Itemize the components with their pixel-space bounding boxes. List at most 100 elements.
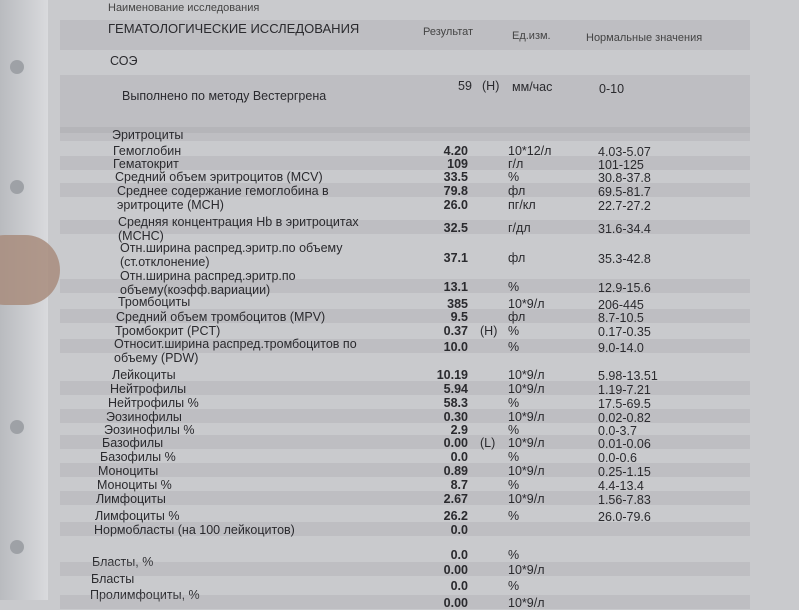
finger (0, 235, 60, 305)
row-unit: 10*9/л (508, 368, 545, 382)
row-band (60, 491, 750, 505)
row-name-continued: (MCHC) (118, 229, 164, 243)
row-unit: пг/кл (508, 198, 536, 212)
row-name: Базофилы % (100, 450, 176, 464)
soe-flag: (H) (482, 79, 500, 93)
row-result: 0.37 (443, 324, 468, 338)
row-result: 26.2 (443, 509, 468, 523)
row-unit: фл (508, 251, 526, 265)
row-normal: 0.25-1.15 (598, 465, 651, 479)
row-result: 0.0 (450, 579, 468, 593)
row-name: Бласты, % (92, 555, 154, 569)
soe-title: СОЭ (110, 54, 138, 68)
row-unit: % (508, 170, 520, 184)
row-name-continued: объему (PDW) (114, 351, 199, 365)
soe-normal: 0-10 (599, 82, 625, 96)
row-result: 10.19 (436, 368, 468, 382)
row-result: 109 (447, 157, 468, 171)
row-result: 37.1 (443, 251, 468, 265)
row-normal: 4.4-13.4 (598, 479, 644, 493)
row-name: Тромбоциты (118, 295, 191, 309)
row-name: Средняя концентрация Hb в эритроцитах (118, 215, 359, 229)
row-result: 2.9 (450, 423, 468, 437)
row-name-continued: объему(коэфф.вариации) (120, 283, 271, 297)
row-name: Средний объем эритроцитов (MCV) (115, 170, 323, 184)
soe-result: 59 (458, 79, 472, 93)
row-normal: 206-445 (598, 298, 644, 312)
row-normal: 1.56-7.83 (598, 493, 651, 507)
row-result: 13.1 (443, 280, 468, 294)
row-result: 33.5 (443, 170, 468, 184)
row-normal: 0.0-3.7 (598, 424, 637, 438)
row-unit: 10*12/л (508, 144, 552, 158)
row-result: 2.67 (443, 492, 468, 506)
row-unit: г/дл (508, 221, 531, 235)
row-normal: 1.19-7.21 (598, 383, 651, 397)
row-name: Пролимфоциты, % (90, 588, 200, 602)
punch-hole (10, 420, 24, 434)
row-normal: 31.6-34.4 (598, 222, 651, 236)
row-result: 10.0 (443, 340, 468, 354)
row-name: Относит.ширина распред.тромбоцитов по (114, 337, 357, 351)
row-band (60, 463, 750, 477)
column-header-normal: Нормальные значения (586, 32, 703, 44)
row-result: 0.89 (443, 464, 468, 478)
row-name: Моноциты (98, 464, 159, 478)
row-unit: % (508, 280, 520, 294)
row-normal: 0.0-0.6 (598, 451, 637, 465)
row-normal: 35.3-42.8 (598, 252, 651, 266)
row-name: Отн.ширина распред.эритр.по (120, 269, 296, 283)
row-normal: 0.17-0.35 (598, 325, 651, 339)
row-band (60, 156, 750, 170)
row-unit: % (508, 324, 520, 338)
row-unit: % (508, 450, 520, 464)
row-unit: фл (508, 310, 526, 324)
row-band (60, 183, 750, 197)
row-name: Базофилы (102, 436, 164, 450)
row-name: Лейкоциты (112, 368, 176, 382)
row-band (60, 279, 750, 293)
row-result: 32.5 (443, 221, 468, 235)
row-name: Отн.ширина распред.эритр.по объему (120, 241, 343, 255)
row-normal: 26.0-79.6 (598, 510, 651, 524)
row-band (60, 562, 750, 576)
row-unit: 10*9/л (508, 297, 545, 311)
row-normal: 101-125 (598, 158, 644, 172)
row-band (60, 409, 750, 423)
column-header-name: Наименование исследования (108, 2, 260, 14)
row-unit: 10*9/л (508, 563, 545, 577)
row-normal: 17.5-69.5 (598, 397, 651, 411)
row-band (60, 522, 750, 536)
row-name: Среднее содержание гемоглобина в (117, 184, 329, 198)
row-name: Лимфоциты % (95, 509, 180, 523)
row-result: 0.00 (443, 436, 468, 450)
row-normal: 22.7-27.2 (598, 199, 651, 213)
row-result: 0.0 (450, 548, 468, 562)
row-unit: 10*9/л (508, 492, 545, 506)
row-name: Лимфоциты (96, 492, 166, 506)
row-normal: 0.02-0.82 (598, 411, 651, 425)
punch-hole (10, 540, 24, 554)
row-unit: 10*9/л (508, 596, 545, 610)
row-flag: (L) (480, 436, 496, 450)
row-normal: 69.5-81.7 (598, 185, 651, 199)
row-name: Тромбокрит (PCT) (115, 324, 221, 338)
punch-hole (10, 60, 24, 74)
row-result: 9.5 (450, 310, 468, 324)
row-unit: 10*9/л (508, 410, 545, 424)
row-result: 79.8 (443, 184, 468, 198)
row-result: 0.0 (450, 523, 468, 537)
row-normal: 0.01-0.06 (598, 437, 651, 451)
row-band (60, 381, 750, 395)
row-normal: 8.7-10.5 (598, 311, 644, 325)
row-unit: % (508, 396, 520, 410)
soe-band (60, 75, 750, 133)
row-result: 4.20 (443, 144, 468, 158)
row-band (60, 339, 750, 353)
row-name: Моноциты % (97, 478, 172, 492)
row-result: 0.00 (443, 563, 468, 577)
row-result: 0.30 (443, 410, 468, 424)
header-band (60, 20, 750, 50)
row-band (60, 309, 750, 323)
row-name: Гематокрит (113, 157, 179, 171)
